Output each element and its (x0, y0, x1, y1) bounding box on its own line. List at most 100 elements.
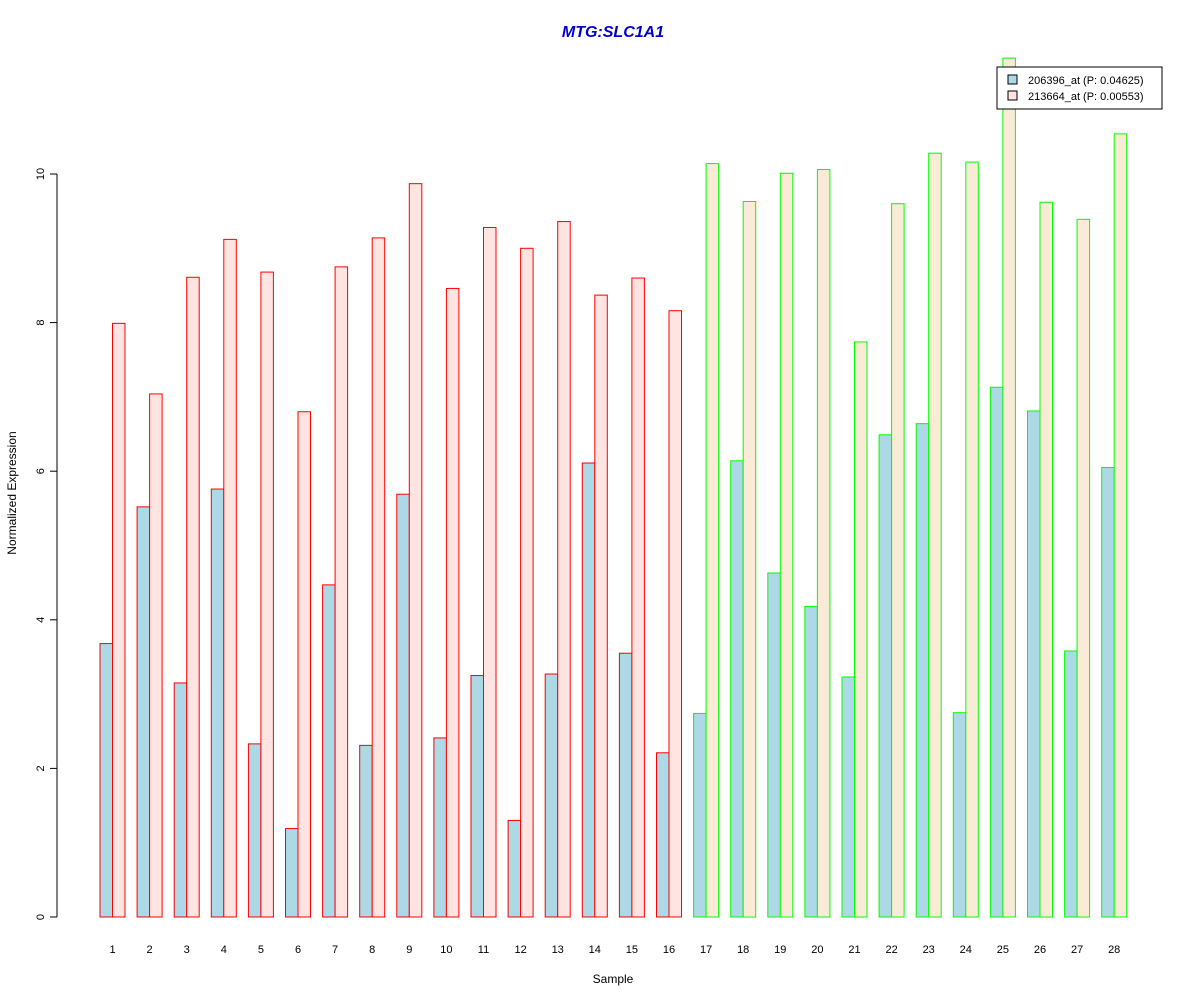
legend-swatch-213664 (1007, 90, 1018, 101)
legend-swatch-206396 (1007, 74, 1018, 85)
bar-213664_at (334, 266, 349, 918)
x-tick-label: 10 (440, 944, 452, 956)
x-tick-label: 23 (923, 944, 935, 956)
bar-206396_at (470, 675, 484, 918)
x-tick-label: 24 (960, 944, 972, 956)
x-tick-label: 2 (147, 944, 153, 956)
legend: 206396_at (P: 0.04625) 213664_at (P: 0.0… (996, 66, 1163, 110)
x-tick-label: 9 (406, 944, 412, 956)
x-tick-label: 11 (478, 944, 489, 956)
x-tick-label: 14 (589, 944, 601, 956)
bar-206396_at (841, 676, 855, 918)
bar-206396_at (99, 643, 113, 918)
bar-206396_at (136, 506, 151, 918)
x-tick-label: 20 (811, 944, 823, 956)
y-tick-label: 6 (35, 468, 47, 474)
x-tick-label: 15 (626, 944, 638, 956)
y-tick-label: 2 (35, 765, 47, 771)
bar-213664_at (297, 411, 311, 918)
bar-206396_at (618, 652, 633, 918)
bar-213664_at (1076, 218, 1091, 918)
legend-label-206396: 206396_at (P: 0.04625) (1028, 75, 1144, 87)
bar-213664_at (112, 322, 126, 918)
x-tick-label: 1 (109, 944, 115, 956)
bar-206396_at (915, 423, 930, 918)
x-tick-label: 12 (514, 944, 526, 956)
x-tick-label: 5 (258, 944, 264, 956)
bar-213664_at (1113, 133, 1128, 918)
bar-206396_at (656, 752, 670, 918)
x-axis-title: Sample (593, 972, 634, 986)
bar-206396_at (693, 712, 707, 918)
x-tick-label: 18 (737, 944, 749, 956)
bar-213664_at (557, 221, 571, 918)
y-tick-label: 10 (35, 168, 47, 180)
bars (99, 57, 1128, 918)
legend-box (996, 66, 1163, 110)
x-tick-label: 7 (332, 944, 338, 956)
x-tick-label: 13 (552, 944, 564, 956)
chart-title: MTG:SLC1A1 (562, 24, 664, 41)
y-axis: 0 2 4 6 8 10 (35, 168, 58, 920)
bar-213664_at (965, 161, 979, 918)
bar-213664_at (742, 200, 757, 918)
x-tick-label: 4 (221, 944, 227, 956)
x-tick-label: 28 (1108, 944, 1120, 956)
bar-206396_at (433, 737, 447, 918)
x-tick-label: 6 (295, 944, 301, 956)
bar-213664_at (668, 310, 682, 918)
x-tick-label: 3 (184, 944, 190, 956)
bar-206396_at (1064, 650, 1078, 918)
bar-213664_at (520, 247, 534, 918)
x-tick-label: 21 (848, 944, 860, 956)
y-tick-label: 8 (35, 320, 47, 326)
bar-206396_at (804, 605, 818, 918)
bar-213664_at (149, 393, 163, 918)
y-axis-title: Normalized Expression (5, 431, 19, 554)
bar-206396_at (247, 743, 262, 918)
bar-213664_at (260, 271, 274, 918)
bar-206396_at (359, 744, 373, 918)
bar-213664_at (816, 169, 831, 918)
bar-206396_at (989, 386, 1004, 918)
legend-label-213664: 213664_at (P: 0.00553) (1028, 91, 1144, 103)
bar-213664_at (1039, 201, 1053, 918)
bar-213664_at (779, 172, 794, 918)
bar-206396_at (173, 682, 188, 918)
x-tick-label: 25 (997, 944, 1009, 956)
bar-206396_at (507, 819, 522, 918)
bar-206396_at (581, 462, 596, 918)
x-tick-label: 19 (774, 944, 786, 956)
bar-213664_at (408, 183, 423, 918)
x-tick-label: 17 (700, 944, 712, 956)
y-tick-label: 4 (35, 617, 47, 623)
bar-213664_at (594, 294, 608, 918)
x-tick-label: 26 (1034, 944, 1046, 956)
bar-206396_at (396, 493, 410, 918)
bar-206396_at (730, 460, 744, 918)
bar-206396_at (767, 572, 781, 918)
bar-213664_at (705, 163, 720, 918)
x-tick-label: 16 (663, 944, 675, 956)
bar-206396_at (210, 488, 225, 918)
x-axis: 1 2 3 4 5 6 7 8 9 10 11 12 13 14 15 16 17 18 19 20 21 22 23 24 2… (109, 944, 1120, 956)
bar-213664_at (1002, 57, 1016, 918)
bar-213664_at (483, 226, 497, 918)
bar-206396_at (952, 712, 967, 918)
bar-206396_at (1101, 466, 1115, 918)
x-tick-label: 22 (885, 944, 897, 956)
bar-206396_at (285, 828, 299, 918)
x-tick-label: 8 (369, 944, 375, 956)
y-tick-label: 0 (35, 914, 47, 920)
bar-206396_at (1027, 410, 1041, 918)
bar-213664_at (854, 341, 868, 918)
bar-206396_at (544, 673, 559, 918)
bar-206396_at (322, 584, 336, 918)
bar-213664_at (223, 238, 237, 918)
bar-213664_at (891, 203, 905, 918)
bar-213664_at (186, 276, 200, 918)
bar-213664_at (445, 287, 460, 918)
bar-213664_at (928, 152, 942, 918)
bar-206396_at (878, 434, 893, 918)
